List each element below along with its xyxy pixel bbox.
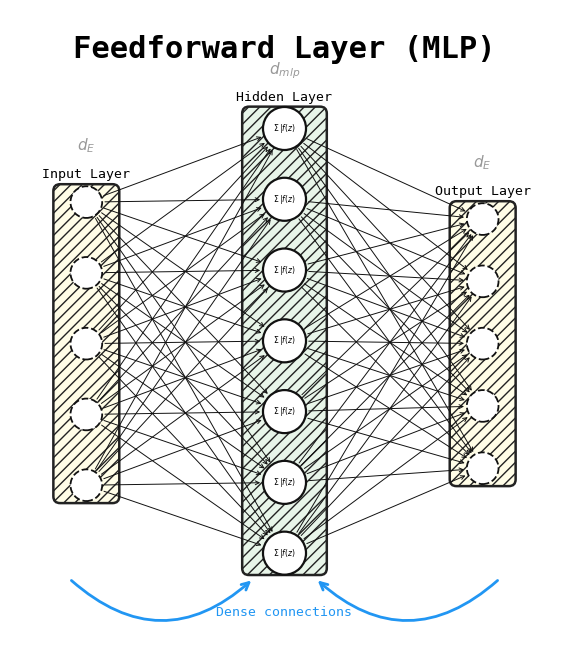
Text: $d_{mlp}$: $d_{mlp}$ (269, 61, 300, 82)
Circle shape (71, 328, 102, 360)
Circle shape (71, 186, 102, 218)
Circle shape (263, 178, 306, 221)
Text: $d_E$: $d_E$ (77, 136, 96, 155)
Text: $\Sigma\,|f(z)$: $\Sigma\,|f(z)$ (273, 264, 296, 277)
Circle shape (263, 248, 306, 291)
Circle shape (263, 107, 306, 150)
Circle shape (467, 390, 498, 422)
Text: $\Sigma\,|f(z)$: $\Sigma\,|f(z)$ (273, 334, 296, 347)
Circle shape (263, 390, 306, 433)
Text: Input Layer: Input Layer (42, 167, 130, 181)
Circle shape (467, 266, 498, 297)
Circle shape (467, 452, 498, 484)
Circle shape (467, 203, 498, 235)
FancyBboxPatch shape (53, 185, 119, 503)
Text: $\Sigma\,|f(z)$: $\Sigma\,|f(z)$ (273, 122, 296, 135)
Circle shape (263, 532, 306, 575)
Circle shape (467, 328, 498, 360)
Text: $\Sigma\,|f(z)$: $\Sigma\,|f(z)$ (273, 476, 296, 489)
Text: Dense connections: Dense connections (216, 606, 353, 619)
Text: $d_E$: $d_E$ (473, 154, 492, 172)
FancyBboxPatch shape (242, 107, 327, 575)
Circle shape (71, 399, 102, 430)
Text: Hidden Layer: Hidden Layer (237, 91, 332, 104)
Text: Output Layer: Output Layer (435, 185, 531, 198)
Text: $\Sigma\,|f(z)$: $\Sigma\,|f(z)$ (273, 193, 296, 206)
Circle shape (71, 469, 102, 501)
Text: $\Sigma\,|f(z)$: $\Sigma\,|f(z)$ (273, 405, 296, 418)
Text: $\Sigma\,|f(z)$: $\Sigma\,|f(z)$ (273, 547, 296, 559)
FancyBboxPatch shape (450, 201, 516, 486)
Text: Feedforward Layer (MLP): Feedforward Layer (MLP) (73, 35, 496, 64)
Circle shape (71, 257, 102, 289)
Circle shape (263, 461, 306, 504)
Circle shape (263, 320, 306, 362)
